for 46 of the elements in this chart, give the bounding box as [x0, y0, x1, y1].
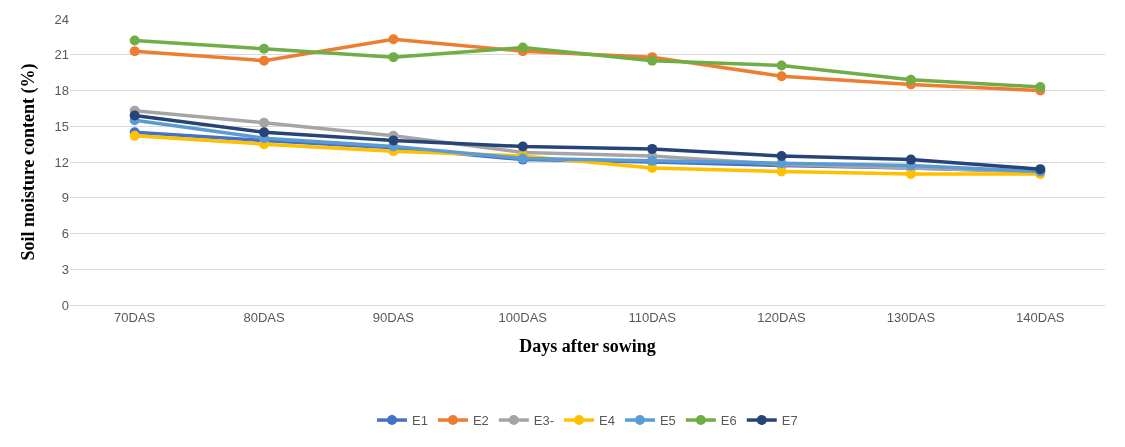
legend-label: E2: [472, 413, 489, 429]
y-tick-label: 24: [54, 11, 69, 27]
y-tick-label: 18: [54, 83, 69, 99]
y-tick-label: 0: [61, 297, 69, 313]
x-tick-label: 80DAS: [243, 309, 285, 325]
y-tick-label: 9: [61, 190, 69, 206]
point: [259, 117, 270, 128]
y-tick-label: 3: [61, 261, 69, 277]
point: [388, 52, 399, 63]
x-axis-title: Days after sowing: [519, 335, 656, 356]
point: [905, 74, 916, 85]
point: [776, 151, 787, 162]
point: [905, 168, 916, 179]
x-tick-label: 130DAS: [886, 309, 936, 325]
legend-label: E4: [599, 413, 615, 429]
point: [259, 127, 270, 138]
point: [129, 35, 140, 46]
legend-label: E5: [659, 413, 676, 429]
point: [129, 46, 140, 57]
legend-label: E1: [412, 413, 428, 429]
y-tick-label: 21: [54, 47, 69, 63]
x-tick-label: 120DAS: [757, 309, 807, 325]
y-axis-title: Soil moisture content (%): [17, 63, 39, 261]
point: [905, 154, 916, 165]
point: [647, 143, 658, 154]
point: [259, 43, 270, 54]
point: [259, 55, 270, 66]
point: [388, 34, 399, 45]
x-tick-label: 70DAS: [114, 309, 156, 325]
point: [388, 135, 399, 146]
point: [776, 60, 787, 71]
legend-label: E6: [720, 413, 737, 429]
x-tick-label: 90DAS: [372, 309, 415, 325]
x-tick-label: 100DAS: [498, 309, 548, 325]
point: [517, 42, 528, 53]
y-tick-label: 6: [61, 226, 69, 242]
point: [1035, 81, 1046, 92]
x-tick-label: 110DAS: [628, 309, 677, 325]
y-tick-label: 15: [54, 118, 69, 134]
legend-label: E3-: [533, 413, 555, 429]
point: [129, 110, 140, 121]
point: [517, 141, 528, 152]
x-tick-label: 140DAS: [1016, 309, 1065, 325]
legend-label: E7: [781, 413, 798, 429]
point: [776, 71, 787, 82]
y-tick-label: 12: [54, 154, 69, 170]
